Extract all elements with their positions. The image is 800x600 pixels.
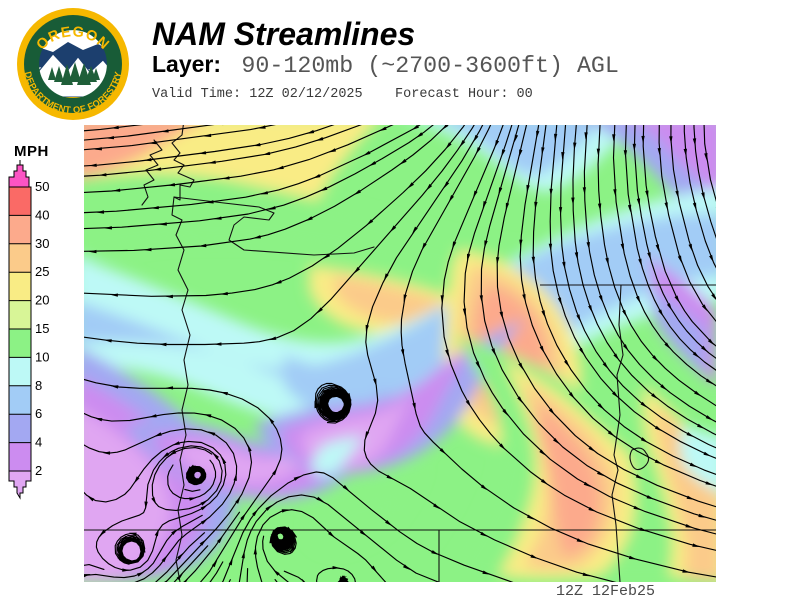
svg-text:6: 6 [35, 406, 42, 421]
svg-text:20: 20 [35, 293, 49, 308]
svg-text:50: 50 [35, 179, 49, 194]
svg-text:30: 30 [35, 236, 49, 251]
svg-text:4: 4 [35, 435, 42, 450]
svg-text:25: 25 [35, 264, 49, 279]
svg-text:8: 8 [35, 378, 42, 393]
svg-text:10: 10 [35, 349, 49, 364]
svg-text:2: 2 [35, 463, 42, 478]
svg-text:40: 40 [35, 207, 49, 222]
svg-text:15: 15 [35, 321, 49, 336]
